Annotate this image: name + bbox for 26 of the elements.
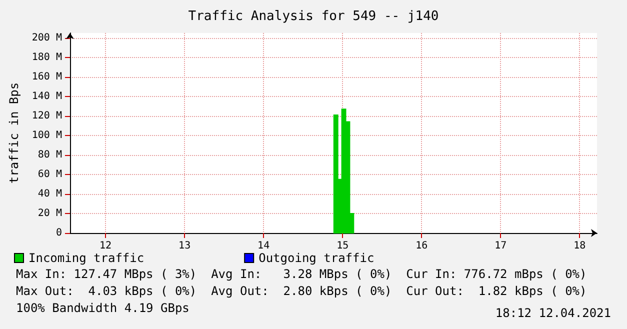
- x-tick-label: 18: [574, 240, 586, 252]
- text: Max Out: 4.03 kBps ( 0%) Avg Out: 2.80 kBps ( 0%) Cur Out: 1.82 kBps ( 0%): [16, 284, 587, 298]
- x-tick-label: 15: [336, 240, 349, 252]
- y-axis-title: traffic in Bps: [7, 82, 21, 184]
- legend-label: Incoming traffic: [28, 251, 144, 265]
- chart-title: Traffic Analysis for 549 -- j140: [188, 9, 439, 24]
- text: 100% Bandwidth 4.19 GBps: [16, 301, 190, 315]
- y-tick-label: 180 M: [32, 52, 62, 63]
- y-tick-label: 0: [56, 228, 62, 238]
- y-tick-label: 140 M: [32, 90, 62, 102]
- y-tick-label: 160 M: [32, 71, 62, 82]
- legend-label: Outgoing traffic: [258, 251, 374, 265]
- x-tick-label: 17: [494, 240, 507, 252]
- x-tick-label: 16: [416, 240, 428, 252]
- x-tick-label: 12: [100, 240, 112, 252]
- x-tick-label: 14: [258, 240, 270, 252]
- y-tick-label: 120 M: [32, 110, 62, 122]
- y-tick-label: 20 M: [38, 208, 62, 219]
- text: Max In: 127.47 MBps ( 3%) Avg In: 3.28 MBps ( 0%) Cur In: 776.72 mBps ( 0%): [16, 267, 587, 281]
- y-tick-label: 200 M: [32, 32, 62, 44]
- y-tick-label: 40 M: [38, 188, 62, 200]
- x-tick-label: 13: [178, 240, 191, 252]
- y-tick-label: 80 M: [38, 149, 62, 160]
- y-tick-label: 100 M: [32, 130, 62, 141]
- y-tick-label: 60 M: [38, 168, 62, 180]
- text: 18:12 12.04.2021: [495, 306, 611, 320]
